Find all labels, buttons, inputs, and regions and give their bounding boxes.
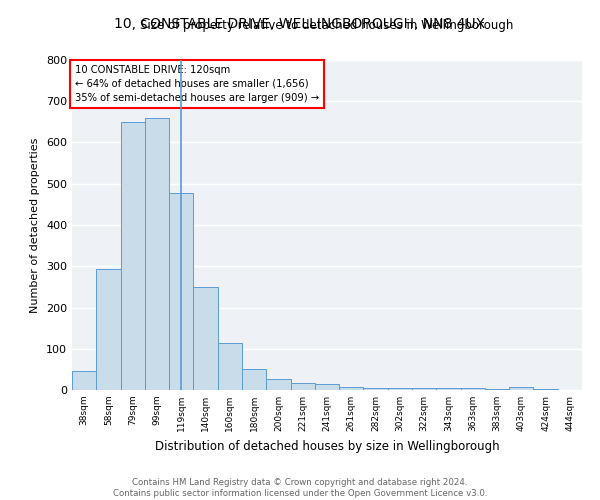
- Bar: [412, 388, 436, 390]
- Bar: [436, 388, 461, 390]
- Bar: [533, 389, 558, 390]
- Bar: [509, 386, 533, 390]
- Bar: [315, 384, 339, 390]
- Bar: [290, 383, 315, 390]
- Text: 10, CONSTABLE DRIVE, WELLINGBOROUGH, NN8 4UX: 10, CONSTABLE DRIVE, WELLINGBOROUGH, NN8…: [115, 18, 485, 32]
- Bar: [266, 379, 290, 390]
- Y-axis label: Number of detached properties: Number of detached properties: [31, 138, 40, 312]
- Title: Size of property relative to detached houses in Wellingborough: Size of property relative to detached ho…: [140, 20, 514, 32]
- Bar: [218, 344, 242, 390]
- Bar: [169, 193, 193, 390]
- Bar: [339, 386, 364, 390]
- Bar: [72, 370, 96, 390]
- Bar: [145, 118, 169, 390]
- Bar: [242, 370, 266, 390]
- Bar: [96, 269, 121, 390]
- Bar: [485, 389, 509, 390]
- Bar: [121, 122, 145, 390]
- Bar: [388, 388, 412, 390]
- Text: 10 CONSTABLE DRIVE: 120sqm
← 64% of detached houses are smaller (1,656)
35% of s: 10 CONSTABLE DRIVE: 120sqm ← 64% of deta…: [74, 65, 319, 103]
- Bar: [461, 388, 485, 390]
- Bar: [364, 388, 388, 390]
- Text: Contains HM Land Registry data © Crown copyright and database right 2024.
Contai: Contains HM Land Registry data © Crown c…: [113, 478, 487, 498]
- X-axis label: Distribution of detached houses by size in Wellingborough: Distribution of detached houses by size …: [155, 440, 499, 452]
- Bar: [193, 287, 218, 390]
